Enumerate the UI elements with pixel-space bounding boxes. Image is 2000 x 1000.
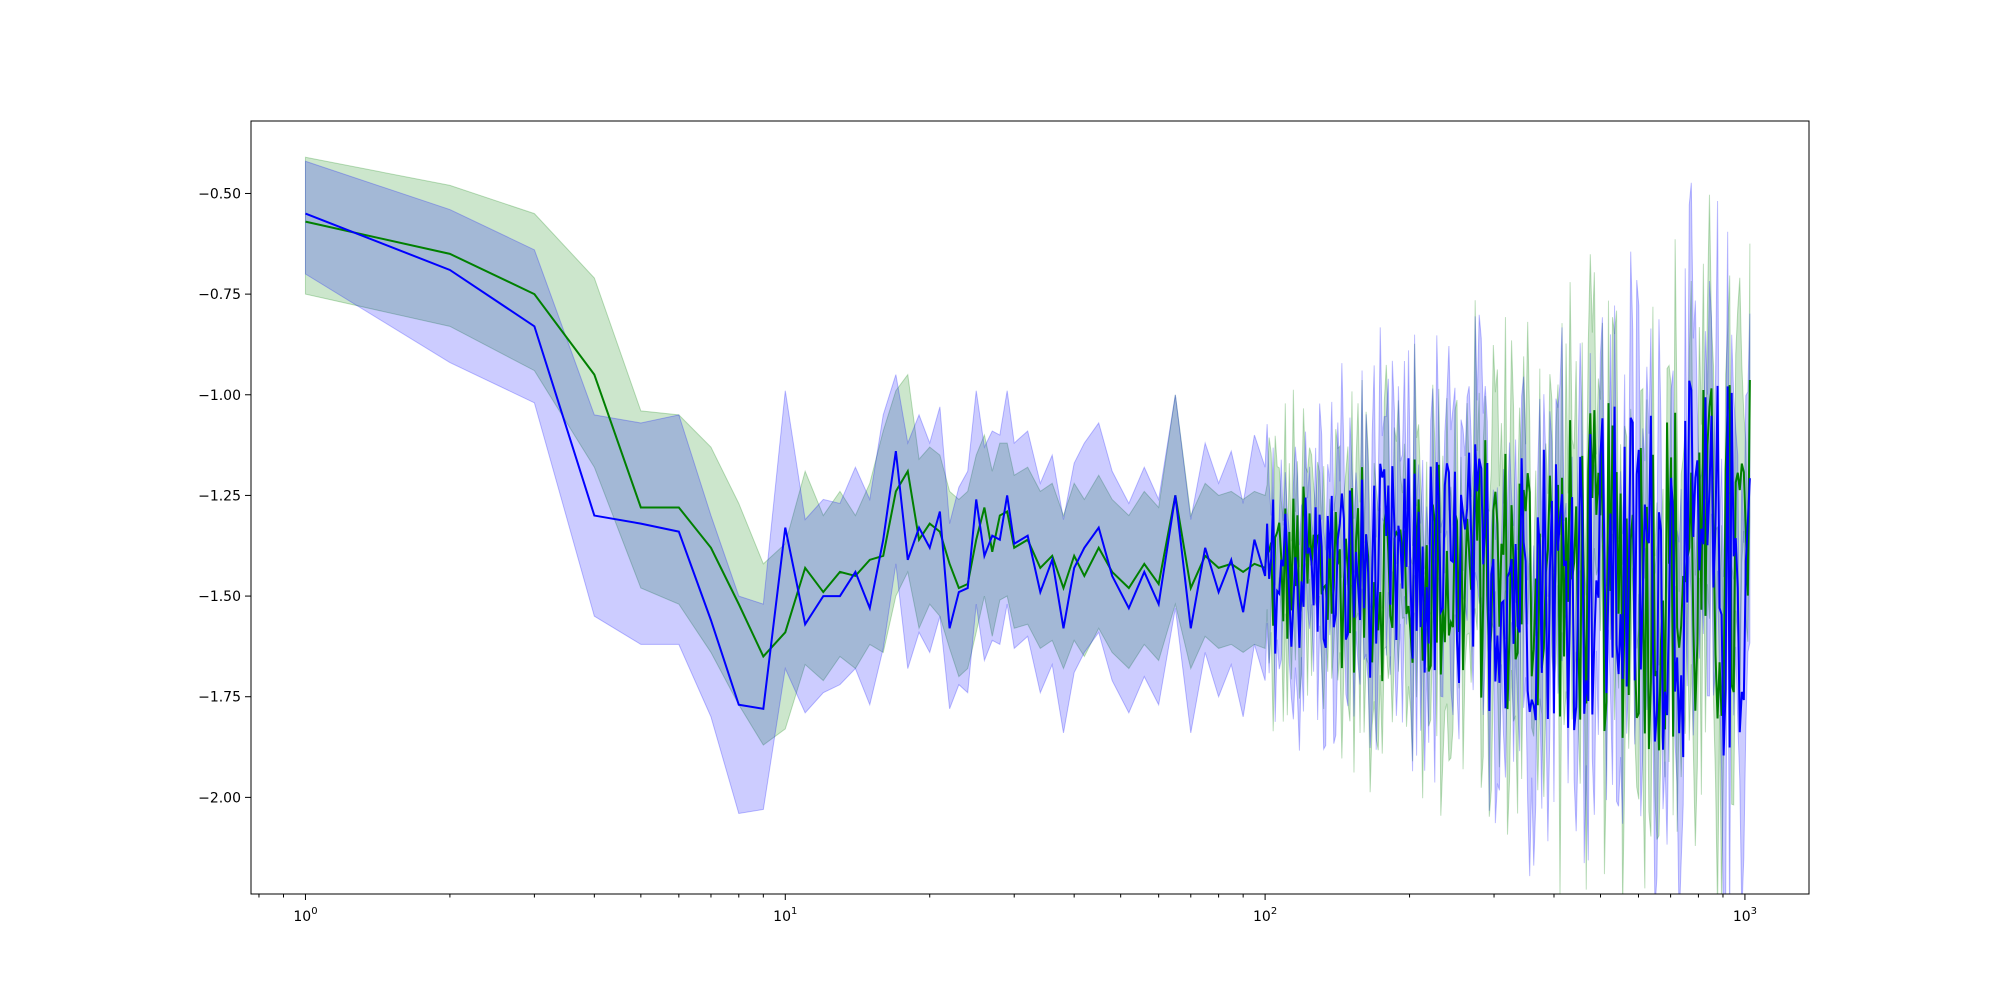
x-axis: 100 101 102 103 [258, 894, 1757, 925]
series-2-line [305, 212, 1751, 758]
x-tick-label: 103 [1733, 906, 1757, 925]
confidence-bands [304, 156, 1751, 894]
y-tick-label: −2.00 [198, 790, 241, 806]
x-tick-label: 101 [773, 906, 797, 925]
y-tick-label: −1.00 [198, 388, 241, 404]
series-2-band [304, 160, 1751, 894]
series-1-band [304, 156, 1751, 894]
x-tick-label: 102 [1253, 906, 1277, 925]
y-axis: −0.50 −0.75 −1.00 −1.25 −1.50 −1.75 −2.00 [198, 186, 251, 806]
y-tick-label: −1.25 [198, 488, 241, 504]
y-tick-label: −0.50 [198, 186, 241, 202]
y-tick-label: −1.75 [198, 690, 241, 706]
y-tick-label: −0.75 [198, 287, 241, 303]
x-tick-label: 100 [293, 906, 317, 925]
series-lines [305, 212, 1751, 758]
y-tick-label: −1.50 [198, 589, 241, 605]
plot-frame [250, 120, 1810, 895]
